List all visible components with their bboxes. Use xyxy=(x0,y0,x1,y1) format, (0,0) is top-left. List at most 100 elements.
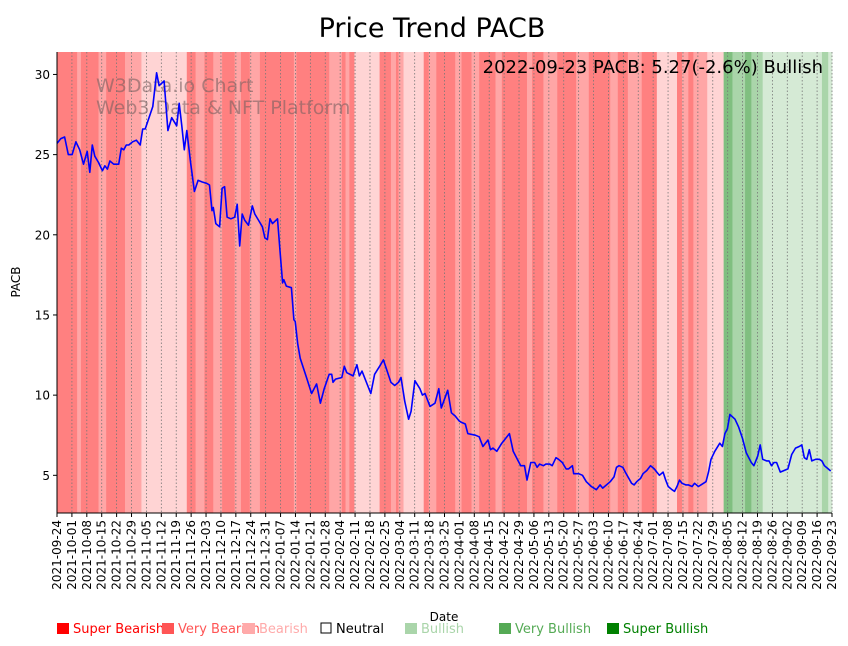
x-tick-label: 2022-07-15 xyxy=(676,520,690,590)
legend-label-super-bullish: Super Bullish xyxy=(623,622,708,637)
y-tick-label: 30 xyxy=(35,68,50,82)
sentiment-band-bearish xyxy=(125,52,142,513)
x-tick-label: 2022-05-27 xyxy=(572,520,586,590)
x-tick-label: 2022-01-14 xyxy=(288,520,302,590)
x-tick-label: 2021-10-15 xyxy=(95,520,109,590)
x-tick-label: 2021-12-31 xyxy=(259,520,273,590)
x-tick-label: 2022-05-06 xyxy=(527,520,541,590)
legend: Super Bearish Very Bearish Bearish Neutral B… xyxy=(57,622,708,637)
sentiment-band-very-bullish xyxy=(723,52,733,513)
x-tick-label: 2022-04-08 xyxy=(467,520,481,590)
x-tick-label: 2022-07-01 xyxy=(646,520,660,590)
y-tick-label: 5 xyxy=(42,469,50,483)
x-tick-label: 2022-04-29 xyxy=(512,520,526,590)
x-tick-label: 2022-06-03 xyxy=(587,520,601,590)
y-tick-label: 15 xyxy=(35,308,50,322)
x-tick-label: 2022-03-11 xyxy=(408,520,422,590)
x-tick-label: 2022-03-18 xyxy=(423,520,437,590)
watermark-line-2: Web3 Data & NFT Platform xyxy=(96,97,350,119)
sentiment-band-very-bearish xyxy=(204,52,214,513)
sentiment-band-very-bearish xyxy=(106,52,126,513)
sentiment-band-bearish xyxy=(610,52,619,513)
x-tick-label: 2021-12-10 xyxy=(214,520,228,590)
x-tick-label: 2021-11-12 xyxy=(154,520,168,590)
x-tick-label: 2022-02-18 xyxy=(363,520,377,590)
sentiment-band-very-bearish xyxy=(501,52,528,513)
x-tick-label: 2022-06-10 xyxy=(601,520,615,590)
legend-marker-very-bullish xyxy=(499,623,511,634)
sentiment-band-slight-bearish xyxy=(354,52,380,513)
sentiment-band-bearish xyxy=(195,52,205,513)
sentiment-band-bearish xyxy=(329,52,343,513)
x-tick-label: 2022-08-19 xyxy=(750,520,764,590)
legend-marker-super-bearish xyxy=(57,623,69,634)
x-tick-label: 2021-11-05 xyxy=(139,520,153,590)
x-tick-label: 2022-09-16 xyxy=(810,520,824,590)
sentiment-band-bearish xyxy=(495,52,503,513)
chart-title: Price Trend PACB xyxy=(319,13,546,44)
sentiment-band-very-bearish xyxy=(641,52,658,513)
legend-label-super-bearish: Super Bearish xyxy=(73,622,164,637)
x-tick-label: 2022-08-26 xyxy=(765,520,779,590)
x-tick-label: 2022-04-01 xyxy=(452,520,466,590)
legend-label-very-bearish: Very Bearish xyxy=(178,622,260,637)
sentiment-band-bearish xyxy=(543,52,558,513)
sentiment-band-bearish xyxy=(576,52,590,513)
x-tick-label: 2022-07-08 xyxy=(661,520,675,590)
price-line-series xyxy=(56,72,832,493)
x-tick-label: 2022-01-07 xyxy=(274,520,288,590)
sentiment-band-very-bearish xyxy=(240,52,251,513)
sentiment-band-very-bearish xyxy=(479,52,496,513)
sentiment-band-very-bearish xyxy=(57,52,78,513)
x-tick-label: 2021-12-24 xyxy=(244,520,258,590)
x-tick-label: 2022-09-02 xyxy=(780,520,794,590)
x-tick-label: 2021-09-24 xyxy=(50,520,64,590)
legend-marker-bearish xyxy=(243,623,255,634)
sentiment-band-slight-bullish xyxy=(828,52,833,513)
x-tick-label: 2022-03-04 xyxy=(393,520,407,590)
sentiment-band-very-bearish xyxy=(688,52,694,513)
x-tick-label: 2022-02-25 xyxy=(378,520,392,590)
sentiment-band-very-bearish xyxy=(349,52,355,513)
sentiment-band-bearish xyxy=(627,52,643,513)
sentiment-band-bearish xyxy=(98,52,107,513)
sentiment-band-very-bearish xyxy=(222,52,235,513)
sentiment-band-bearish xyxy=(77,52,82,513)
x-tick-label: 2022-07-22 xyxy=(691,520,705,590)
y-ticks: 5 10 15 20 25 30 xyxy=(35,68,57,483)
sentiment-band-bearish xyxy=(428,52,437,513)
x-tick-label: 2022-09-09 xyxy=(795,520,809,590)
sentiment-band-very-bearish xyxy=(259,52,295,513)
sentiment-band-very-bearish xyxy=(341,52,346,513)
sentiment-band-bearish xyxy=(345,52,350,513)
sentiment-band-bearish xyxy=(398,52,404,513)
sentiment-band-bearish xyxy=(249,52,261,513)
x-tick-label: 2022-06-24 xyxy=(631,520,645,590)
sentiment-band-bullish xyxy=(821,52,829,513)
sentiment-band-very-bearish xyxy=(557,52,577,513)
legend-label-neutral: Neutral xyxy=(336,622,384,637)
x-tick-label: 2022-04-22 xyxy=(497,520,511,590)
legend-marker-very-bearish xyxy=(162,623,174,634)
watermark-line-1: W3Data.io Chart xyxy=(96,75,253,97)
sentiment-band-very-bearish xyxy=(186,52,196,513)
sentiment-band-bearish xyxy=(234,52,242,513)
legend-label-bearish: Bearish xyxy=(259,622,308,637)
sentiment-band-bearish xyxy=(293,52,297,513)
y-tick-label: 20 xyxy=(35,228,50,242)
x-tick-label: 2021-10-01 xyxy=(65,520,79,590)
x-tick-label: 2022-07-29 xyxy=(706,520,720,590)
sentiment-band-bearish xyxy=(471,52,480,513)
x-tick-label: 2022-03-25 xyxy=(438,520,452,590)
sentiment-band-very-bearish xyxy=(588,52,611,513)
x-tick-label: 2022-05-13 xyxy=(542,520,556,590)
legend-label-very-bullish: Very Bullish xyxy=(515,622,591,637)
sentiment-band-bearish xyxy=(693,52,708,513)
x-tick-label: 2022-02-11 xyxy=(348,520,362,590)
x-tick-label: 2022-02-04 xyxy=(333,520,347,590)
sentiment-band-bearish xyxy=(390,52,397,513)
sentiment-band-bearish xyxy=(455,52,462,513)
sentiment-band-very-bearish xyxy=(677,52,683,513)
sentiment-band-very-bearish xyxy=(617,52,629,513)
